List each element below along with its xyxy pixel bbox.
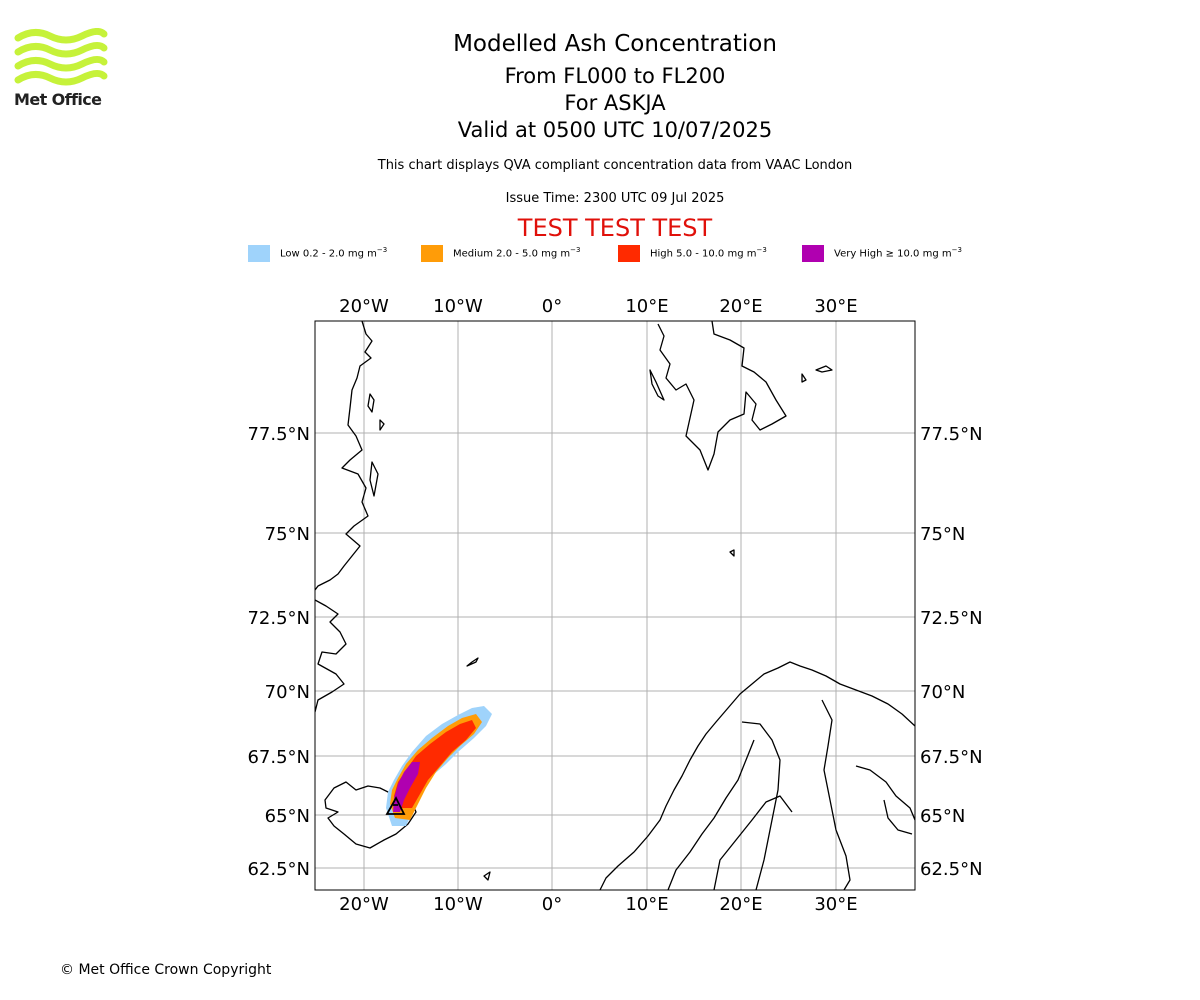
lat-label-left: 67.5°N: [247, 747, 310, 768]
test-banner: TEST TEST TEST: [517, 214, 713, 242]
greenland-island: [379, 419, 385, 431]
plume-high-area: [394, 720, 476, 808]
lat-label-left: 72.5°N: [247, 608, 310, 629]
flight-level-range: From FL000 to FL200: [504, 64, 726, 88]
lat-label-right: 70°N: [920, 682, 965, 703]
svalbard-island: [815, 365, 833, 373]
norway-coast: [599, 661, 915, 890]
svalbard-coast: [657, 321, 787, 471]
issue-time: Issue Time: 2300 UTC 09 Jul 2025: [505, 191, 725, 206]
kola-peninsula: [883, 799, 913, 835]
legend-swatch-medium: [421, 245, 443, 262]
legend-swatch-high: [618, 245, 640, 262]
lon-label-top: 0°: [542, 296, 562, 317]
lat-label-left: 75°N: [265, 524, 310, 545]
lat-label-right: 67.5°N: [920, 747, 983, 768]
ash-plume: [386, 706, 492, 826]
lon-label-bottom: 0°: [542, 894, 562, 915]
bear-island: [729, 549, 735, 557]
plume-very-high-area: [393, 762, 420, 812]
lon-label-top: 30°E: [814, 296, 857, 317]
legend-label-medium: Medium 2.0 - 5.0 mg m−3: [453, 246, 581, 260]
svalbard-island: [801, 373, 807, 383]
white-sea-coast: [855, 765, 915, 821]
met-office-wordmark: Met Office: [14, 90, 102, 109]
finland-east-border: [821, 699, 851, 890]
lat-label-left: 70°N: [265, 682, 310, 703]
iceland-coast: [324, 779, 417, 849]
greenland-coast: [315, 321, 373, 591]
legend-swatch-low: [248, 245, 270, 262]
greenland-island: [367, 393, 375, 413]
lon-label-bottom: 20°W: [339, 894, 389, 915]
legend-label-low: Low 0.2 - 2.0 mg m−3: [280, 246, 388, 260]
lat-label-right: 77.5°N: [920, 424, 983, 445]
coastlines: [315, 321, 915, 890]
greenland-island: [369, 461, 379, 497]
sweden-border: [667, 739, 755, 890]
legend-swatch-very-high: [802, 245, 824, 262]
svalbard-coast: [649, 369, 665, 401]
lat-label-right: 75°N: [920, 524, 965, 545]
graticule: [315, 321, 915, 890]
lon-label-top: 20°W: [339, 296, 389, 317]
lon-label-bottom: 20°E: [719, 894, 762, 915]
lon-label-top: 10°E: [625, 296, 668, 317]
met-office-logo: Met Office: [14, 27, 108, 112]
lon-label-top: 20°E: [719, 296, 762, 317]
legend-label-very-high: Very High ≥ 10.0 mg m−3: [834, 246, 962, 260]
lat-label-right: 72.5°N: [920, 608, 983, 629]
finland-border: [741, 721, 781, 890]
greenland-coast: [315, 599, 347, 713]
compliance-note: This chart displays QVA compliant concen…: [377, 158, 853, 173]
lon-label-top: 10°W: [433, 296, 483, 317]
met-office-waves-icon: [14, 27, 108, 86]
lon-label-bottom: 30°E: [814, 894, 857, 915]
legend-label-high: High 5.0 - 10.0 mg m−3: [650, 246, 767, 260]
volcano-name: For ASKJA: [564, 91, 666, 115]
volcano-triangle-icon: [385, 796, 406, 815]
lon-label-bottom: 10°W: [433, 894, 483, 915]
valid-time: Valid at 0500 UTC 10/07/2025: [457, 118, 773, 142]
faroe-islands: [483, 871, 491, 881]
copyright-footer: © Met Office Crown Copyright: [60, 962, 272, 978]
jan-mayen-island: [466, 657, 479, 667]
lat-label-left: 62.5°N: [247, 859, 310, 880]
gulf-of-bothnia-coast: [713, 795, 793, 890]
lat-label-right: 65°N: [920, 806, 965, 827]
lat-label-left: 65°N: [265, 806, 310, 827]
chart-title: Modelled Ash Concentration: [453, 31, 777, 57]
map-frame: [314, 320, 916, 891]
lat-label-left: 77.5°N: [247, 424, 310, 445]
lat-label-right: 62.5°N: [920, 859, 983, 880]
lon-label-bottom: 10°E: [625, 894, 668, 915]
